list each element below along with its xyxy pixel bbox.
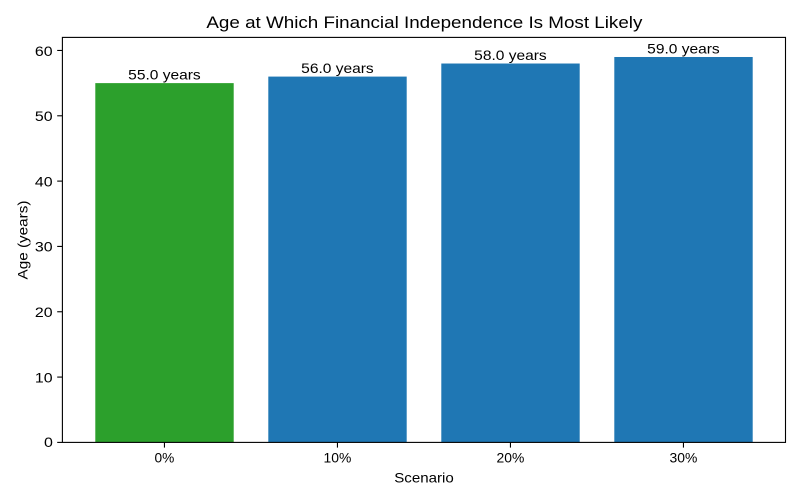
svg-text:20%: 20% <box>497 449 525 465</box>
svg-text:60: 60 <box>35 43 53 59</box>
svg-text:30%: 30% <box>670 449 698 465</box>
svg-text:0: 0 <box>44 434 53 450</box>
svg-text:30: 30 <box>35 239 53 255</box>
svg-text:10: 10 <box>35 369 53 385</box>
svg-text:20: 20 <box>35 304 53 320</box>
svg-text:Scenario: Scenario <box>394 470 454 486</box>
svg-text:50: 50 <box>35 108 53 124</box>
svg-text:56.0 years: 56.0 years <box>301 60 374 76</box>
svg-text:59.0 years: 59.0 years <box>647 41 720 57</box>
svg-text:Age at Which Financial Indepen: Age at Which Financial Independence Is M… <box>206 13 643 32</box>
svg-text:55.0 years: 55.0 years <box>128 67 201 83</box>
svg-text:Age (years): Age (years) <box>15 201 31 280</box>
svg-text:0%: 0% <box>155 449 175 465</box>
svg-text:10%: 10% <box>324 449 352 465</box>
svg-text:58.0 years: 58.0 years <box>474 47 547 63</box>
svg-text:40: 40 <box>35 173 53 189</box>
